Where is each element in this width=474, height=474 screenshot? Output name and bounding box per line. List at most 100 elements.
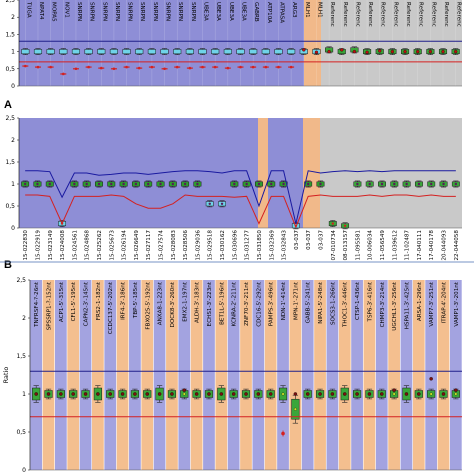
- panelB-category-label: ALDH-3'-183nt: [195, 281, 201, 323]
- panelA-bottom-category-label: 15-022830: [23, 230, 29, 261]
- panelB-median-point: [182, 392, 186, 396]
- panelB-sample-point: [194, 392, 199, 396]
- panelB-category-label: TNFRSF4-?-26nt: [34, 281, 40, 328]
- panelA-top-box: [211, 49, 220, 55]
- panelA-top-sample-point: [403, 49, 407, 54]
- panelA-top-category-label: SNRPN: [114, 2, 120, 21]
- panelA-bottom-category-label: 03-037: [294, 230, 300, 250]
- panelA-top-sample-point: [327, 49, 331, 54]
- panelA-top-box: [287, 49, 296, 55]
- panelA-top-sample-point: [125, 65, 128, 69]
- panelB-category-label: THOC1-3'-446nt: [343, 281, 349, 328]
- panelA-bottom-ytick-label: 2: [11, 137, 15, 144]
- panelA-top-category-label: SNRPN: [165, 2, 171, 21]
- panelA-bottom-upper-curve: [25, 170, 456, 224]
- panelA-bottom-sample-point: [257, 182, 261, 186]
- panelA-top-box: [97, 49, 106, 55]
- panelA-top-box: [59, 49, 68, 55]
- panelA-top-ytick-label: 1: [11, 49, 15, 56]
- panelB-sample-point: [133, 392, 137, 396]
- panelA-bottom-sample-point: [122, 182, 125, 186]
- panelA-top-category-label: UBE3A: [203, 2, 209, 21]
- panelA-top-category-label: SNRPN: [177, 2, 183, 21]
- panelA-top-sample-point: [24, 64, 27, 68]
- panelB-median-point: [454, 392, 458, 396]
- panelB-sample-point: [268, 392, 273, 396]
- panelA-bottom-category-label: 15-023149: [48, 230, 54, 261]
- panelA-top-sample-point: [277, 65, 280, 69]
- panelA-bottom-category-label: 15-031850: [257, 230, 263, 261]
- panelB-column-band: [314, 280, 326, 470]
- panelB-sample-point: [83, 392, 88, 396]
- panelA-bottom-sample-point: [331, 222, 334, 225]
- panelB-category-label: ANXA8-1-223nt: [158, 281, 164, 325]
- panelB-column-band: [190, 280, 203, 470]
- panelB-sample-point: [318, 392, 322, 396]
- panelB-category-label: ACP1-5'-315nt: [59, 281, 65, 322]
- panelB-column-band: [449, 280, 462, 470]
- panelA-top-category-label: MLH1: [304, 2, 310, 18]
- panelA-top-category-label: SNRPN: [127, 2, 133, 21]
- panelB-category-label: CDC16-5'-292nt: [256, 281, 262, 327]
- panelB-sample-point: [157, 392, 162, 396]
- panelA-bottom-sample-point: [270, 182, 273, 186]
- panelB-sample-point: [392, 388, 396, 392]
- panelA-bottom-sample-point: [220, 202, 224, 205]
- panelB-column-band: [227, 280, 240, 470]
- panelB-median-point: [281, 392, 285, 396]
- panelB-category-label: FBXO25-5'-192nt: [145, 281, 151, 329]
- panelA-bottom-sample-point: [196, 182, 199, 186]
- panelA-bottom-sample-point: [356, 182, 359, 186]
- panelB-sample-point: [244, 392, 248, 396]
- panelA-top-ytick-label: 2,5: [5, 0, 15, 4]
- panelB-sample-point: [145, 392, 150, 396]
- panelA-bottom-category-label: 15-025262: [97, 230, 103, 261]
- panelA-bottom-category-label: 15-024868: [85, 230, 91, 261]
- panelB-column-band: [141, 280, 154, 470]
- panelA-bottom-category-label: 20-044093: [442, 230, 448, 261]
- panelA-bottom-sample-point: [159, 182, 162, 186]
- panelA-top-box: [46, 49, 55, 55]
- panelA-top-category-label: Referenc: [329, 2, 335, 27]
- panelA-top-category-label: Referenc: [430, 2, 436, 27]
- panelA-bottom-sample-point: [208, 202, 211, 205]
- panelB-sample-point: [256, 392, 261, 396]
- panelA-top-sample-point: [239, 65, 242, 69]
- panelB-category-label: GABB-5'-241nt: [306, 281, 312, 323]
- panelA-bottom-lower-curve: [25, 194, 456, 229]
- panelB-median-point: [429, 392, 433, 396]
- panelA-top-box: [261, 49, 270, 55]
- panelA-top-category-label: Referenc: [354, 2, 360, 27]
- panelA-top-category-label: MOPA5: [51, 2, 57, 22]
- panelB-sample-point: [96, 392, 100, 396]
- panelA-top-sample-point: [112, 67, 116, 71]
- panelB-category-label: CFL1-5'-195nt: [71, 281, 77, 321]
- panelB-category-label: TSP6-3'-416nt: [367, 281, 373, 322]
- panelA-bottom-ytick-label: 1,5: [5, 159, 15, 166]
- panelB-sample-point: [305, 392, 310, 396]
- panelB-column-band: [326, 280, 339, 470]
- panelA-top-sample-point: [150, 65, 154, 69]
- panelB-category-label: MPN-1'-271nt: [293, 281, 299, 320]
- panelA-top-category-label: UBE3A: [241, 2, 247, 21]
- panelA-top-sample-point: [352, 49, 357, 54]
- panelA-bottom-category-label: 15-032843: [282, 230, 288, 261]
- panelA-bottom-sample-point: [393, 182, 396, 186]
- panelA-top-sample-point: [226, 66, 230, 70]
- panelA-top-ytick-label: 0: [11, 83, 15, 90]
- panelB-sample-point: [367, 392, 372, 396]
- panelA-top-sample-point: [416, 49, 420, 54]
- panelB-ytick-label: 0: [22, 467, 26, 474]
- panelA-top-box: [84, 49, 93, 55]
- panelA-bottom-sample-point: [380, 182, 384, 186]
- panelA-bottom-ytick-label: 0,5: [5, 203, 15, 210]
- panelB-category-label: ITRAP-4'-204nt: [441, 281, 447, 323]
- panelA-bottom-ytick-label: 0: [11, 225, 15, 232]
- panelB-column-band: [92, 280, 104, 470]
- panelB-column-band: [400, 280, 413, 470]
- panelA-top-category-label: Referenc: [405, 2, 411, 27]
- panelA-top-ytick-label: 0,5: [5, 66, 15, 73]
- panelB-category-label: SPSSRP1-?-152nt: [47, 281, 53, 330]
- panelB-category-label: CHMP3-3'-214nt: [380, 281, 386, 327]
- panelB-column-band: [277, 280, 289, 470]
